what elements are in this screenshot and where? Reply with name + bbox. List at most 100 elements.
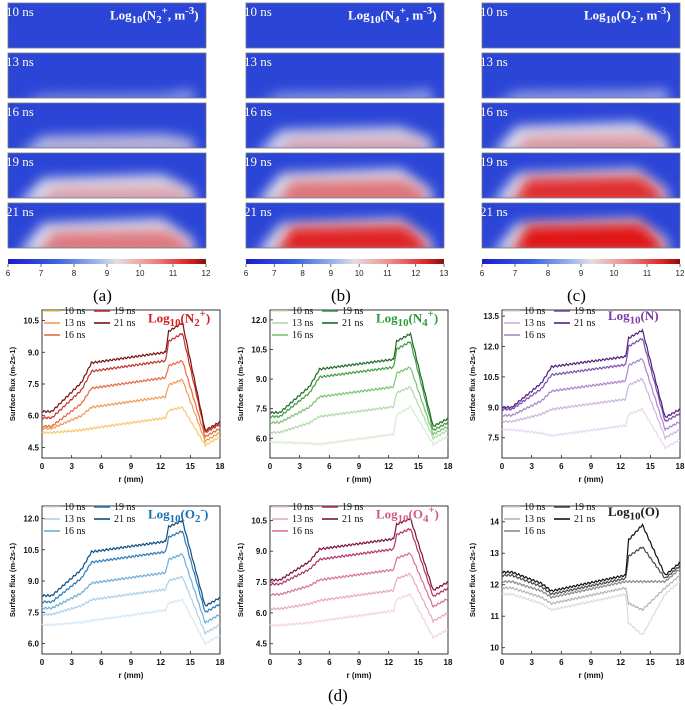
y-tick-label: 6.0 [256,609,268,618]
series-line [501,358,681,432]
y-tick-label: 9.0 [28,348,40,357]
legend-label: 19 ns [114,306,136,317]
x-tick-label: 12 [384,658,393,667]
series-line [501,408,681,450]
series-line [501,581,681,636]
plot-frame [41,309,221,459]
legend-label: 13 ns [64,514,86,525]
colorbar-tick-label: 9 [579,269,584,278]
y-tick-label: 10.5 [251,516,267,525]
series-line [269,341,449,432]
heatmap-snapshot [7,102,207,149]
heatmap-snapshot [245,202,445,249]
y-tick-label: 11 [491,612,500,621]
series-line [269,516,449,591]
heatmap-snapshot [245,102,445,149]
panel-label: (c) [567,286,586,305]
heatmap-title: Log10(N4+, m-3) [348,5,437,26]
series-line [501,523,681,593]
series-line [41,518,221,607]
colorbar-tick-label: 11 [643,269,652,278]
heatmap-title: Log10(N2+, m-3) [110,5,199,26]
y-axis-label: Surface flux (m-2s-1) [468,542,477,617]
x-tick-label: 0 [268,462,273,471]
legend-label: 10 ns [64,502,86,513]
legend-label: 16 ns [64,526,86,537]
series-line [269,405,449,447]
y-tick-label: 6.0 [256,434,268,443]
heatmap-snapshot [245,2,445,49]
legend-label: 10 ns [524,306,546,317]
snapshot-time-label: 19 ns [480,154,508,169]
x-tick-label: 12 [616,658,625,667]
y-tick-label: 9.0 [28,577,40,586]
legend-label: 13 ns [292,514,314,525]
heatmap-panel-b: 6 7 8 9 10 11 12 13 [244,2,449,278]
series-line [501,546,681,596]
x-tick-label: 15 [414,462,423,471]
snapshot-time-label: 13 ns [6,54,34,69]
colorbar [246,259,444,264]
series-line [41,530,221,613]
legend-label: 13 ns [64,318,86,329]
colorbar-tick-label: 6 [6,269,11,278]
x-tick-label: 18 [676,462,685,471]
snapshot-time-label: 19 ns [6,154,34,169]
x-axis-label: r (mm) [579,671,604,680]
series-line [41,598,221,646]
colorbar-tick-label: 11 [383,269,392,278]
y-tick-label: 12 [490,581,499,590]
legend-label: 19 ns [574,502,596,513]
colorbar-tick-label: 12 [202,269,211,278]
plot-frame [501,309,681,459]
snapshot-time-label: 10 ns [480,4,508,19]
x-tick-label: 18 [444,462,453,471]
x-tick-label: 9 [589,658,594,667]
colorbar-tick-label: 7 [39,269,44,278]
x-tick-label: 6 [327,658,332,667]
series-line [41,406,221,448]
x-tick-label: 3 [529,658,534,667]
x-tick-label: 9 [357,658,362,667]
x-tick-label: 0 [40,658,45,667]
series-line [501,337,681,423]
chart-title: Log10(N2+) [148,308,211,329]
y-tick-label: 6.0 [28,640,40,649]
y-tick-label: 4.5 [256,640,268,649]
series-line [269,552,449,609]
x-tick-label: 3 [297,462,302,471]
plot-frame [41,505,221,655]
y-axis-label: Surface flux (m-2s-1) [8,542,17,617]
snapshot-time-label: 21 ns [6,204,34,219]
legend-label: 10 ns [292,306,314,317]
x-tick-label: 18 [444,658,453,667]
colorbar-tick-label: 7 [513,269,518,278]
chart-title: Log10(O2-) [148,504,209,525]
x-tick-label: 3 [69,462,74,471]
x-tick-label: 15 [186,462,195,471]
x-tick-label: 0 [500,658,505,667]
legend-label: 21 ns [114,514,136,525]
legend-label: 10 ns [64,306,86,317]
heatmap-snapshot [245,52,445,99]
series-line [41,575,221,636]
legend-label: 21 ns [574,318,596,329]
y-tick-label: 14 [490,518,499,527]
chart-title: Log10(N) [608,308,659,327]
snapshot-time-label: 16 ns [6,104,34,119]
y-tick-label: 4.5 [28,443,40,452]
snapshot-time-label: 21 ns [480,204,508,219]
legend-label: 10 ns [292,502,314,513]
figure-label: (d) [328,686,348,705]
x-tick-label: 3 [297,658,302,667]
y-tick-label: 10 [490,644,499,653]
colorbar [8,259,206,264]
x-tick-label: 6 [559,462,564,471]
plot-frame [501,505,681,655]
heatmap-panel-a: 6 7 8 9 10 11 12 [6,2,211,278]
x-tick-label: 18 [216,658,225,667]
x-tick-label: 12 [156,462,165,471]
colorbar-tick-label: 9 [105,269,110,278]
legend-label: 21 ns [342,514,364,525]
